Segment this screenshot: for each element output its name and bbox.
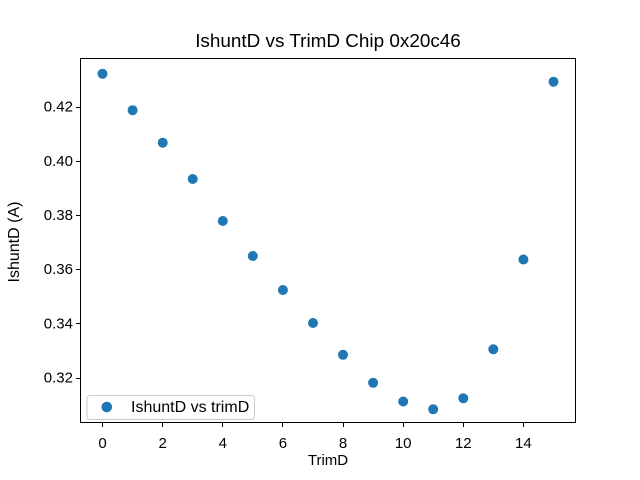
svg-text:12: 12 bbox=[455, 435, 472, 452]
svg-text:0.38: 0.38 bbox=[44, 207, 73, 224]
svg-text:IshuntD (A): IshuntD (A) bbox=[6, 202, 23, 283]
svg-text:IshuntD vs TrimD Chip 0x20c46: IshuntD vs TrimD Chip 0x20c46 bbox=[195, 31, 461, 52]
svg-text:0.34: 0.34 bbox=[44, 315, 73, 332]
svg-text:IshuntD vs trimD: IshuntD vs trimD bbox=[131, 399, 249, 416]
svg-text:0.36: 0.36 bbox=[44, 261, 73, 278]
svg-text:10: 10 bbox=[395, 435, 412, 452]
svg-text:0.42: 0.42 bbox=[44, 99, 73, 116]
svg-text:TrimD: TrimD bbox=[308, 452, 348, 469]
svg-text:0.40: 0.40 bbox=[44, 153, 73, 170]
svg-text:8: 8 bbox=[339, 435, 347, 452]
svg-text:14: 14 bbox=[515, 435, 532, 452]
svg-text:0: 0 bbox=[98, 435, 106, 452]
svg-text:2: 2 bbox=[159, 435, 167, 452]
svg-text:6: 6 bbox=[279, 435, 287, 452]
svg-text:4: 4 bbox=[219, 435, 227, 452]
svg-text:0.32: 0.32 bbox=[44, 370, 73, 387]
